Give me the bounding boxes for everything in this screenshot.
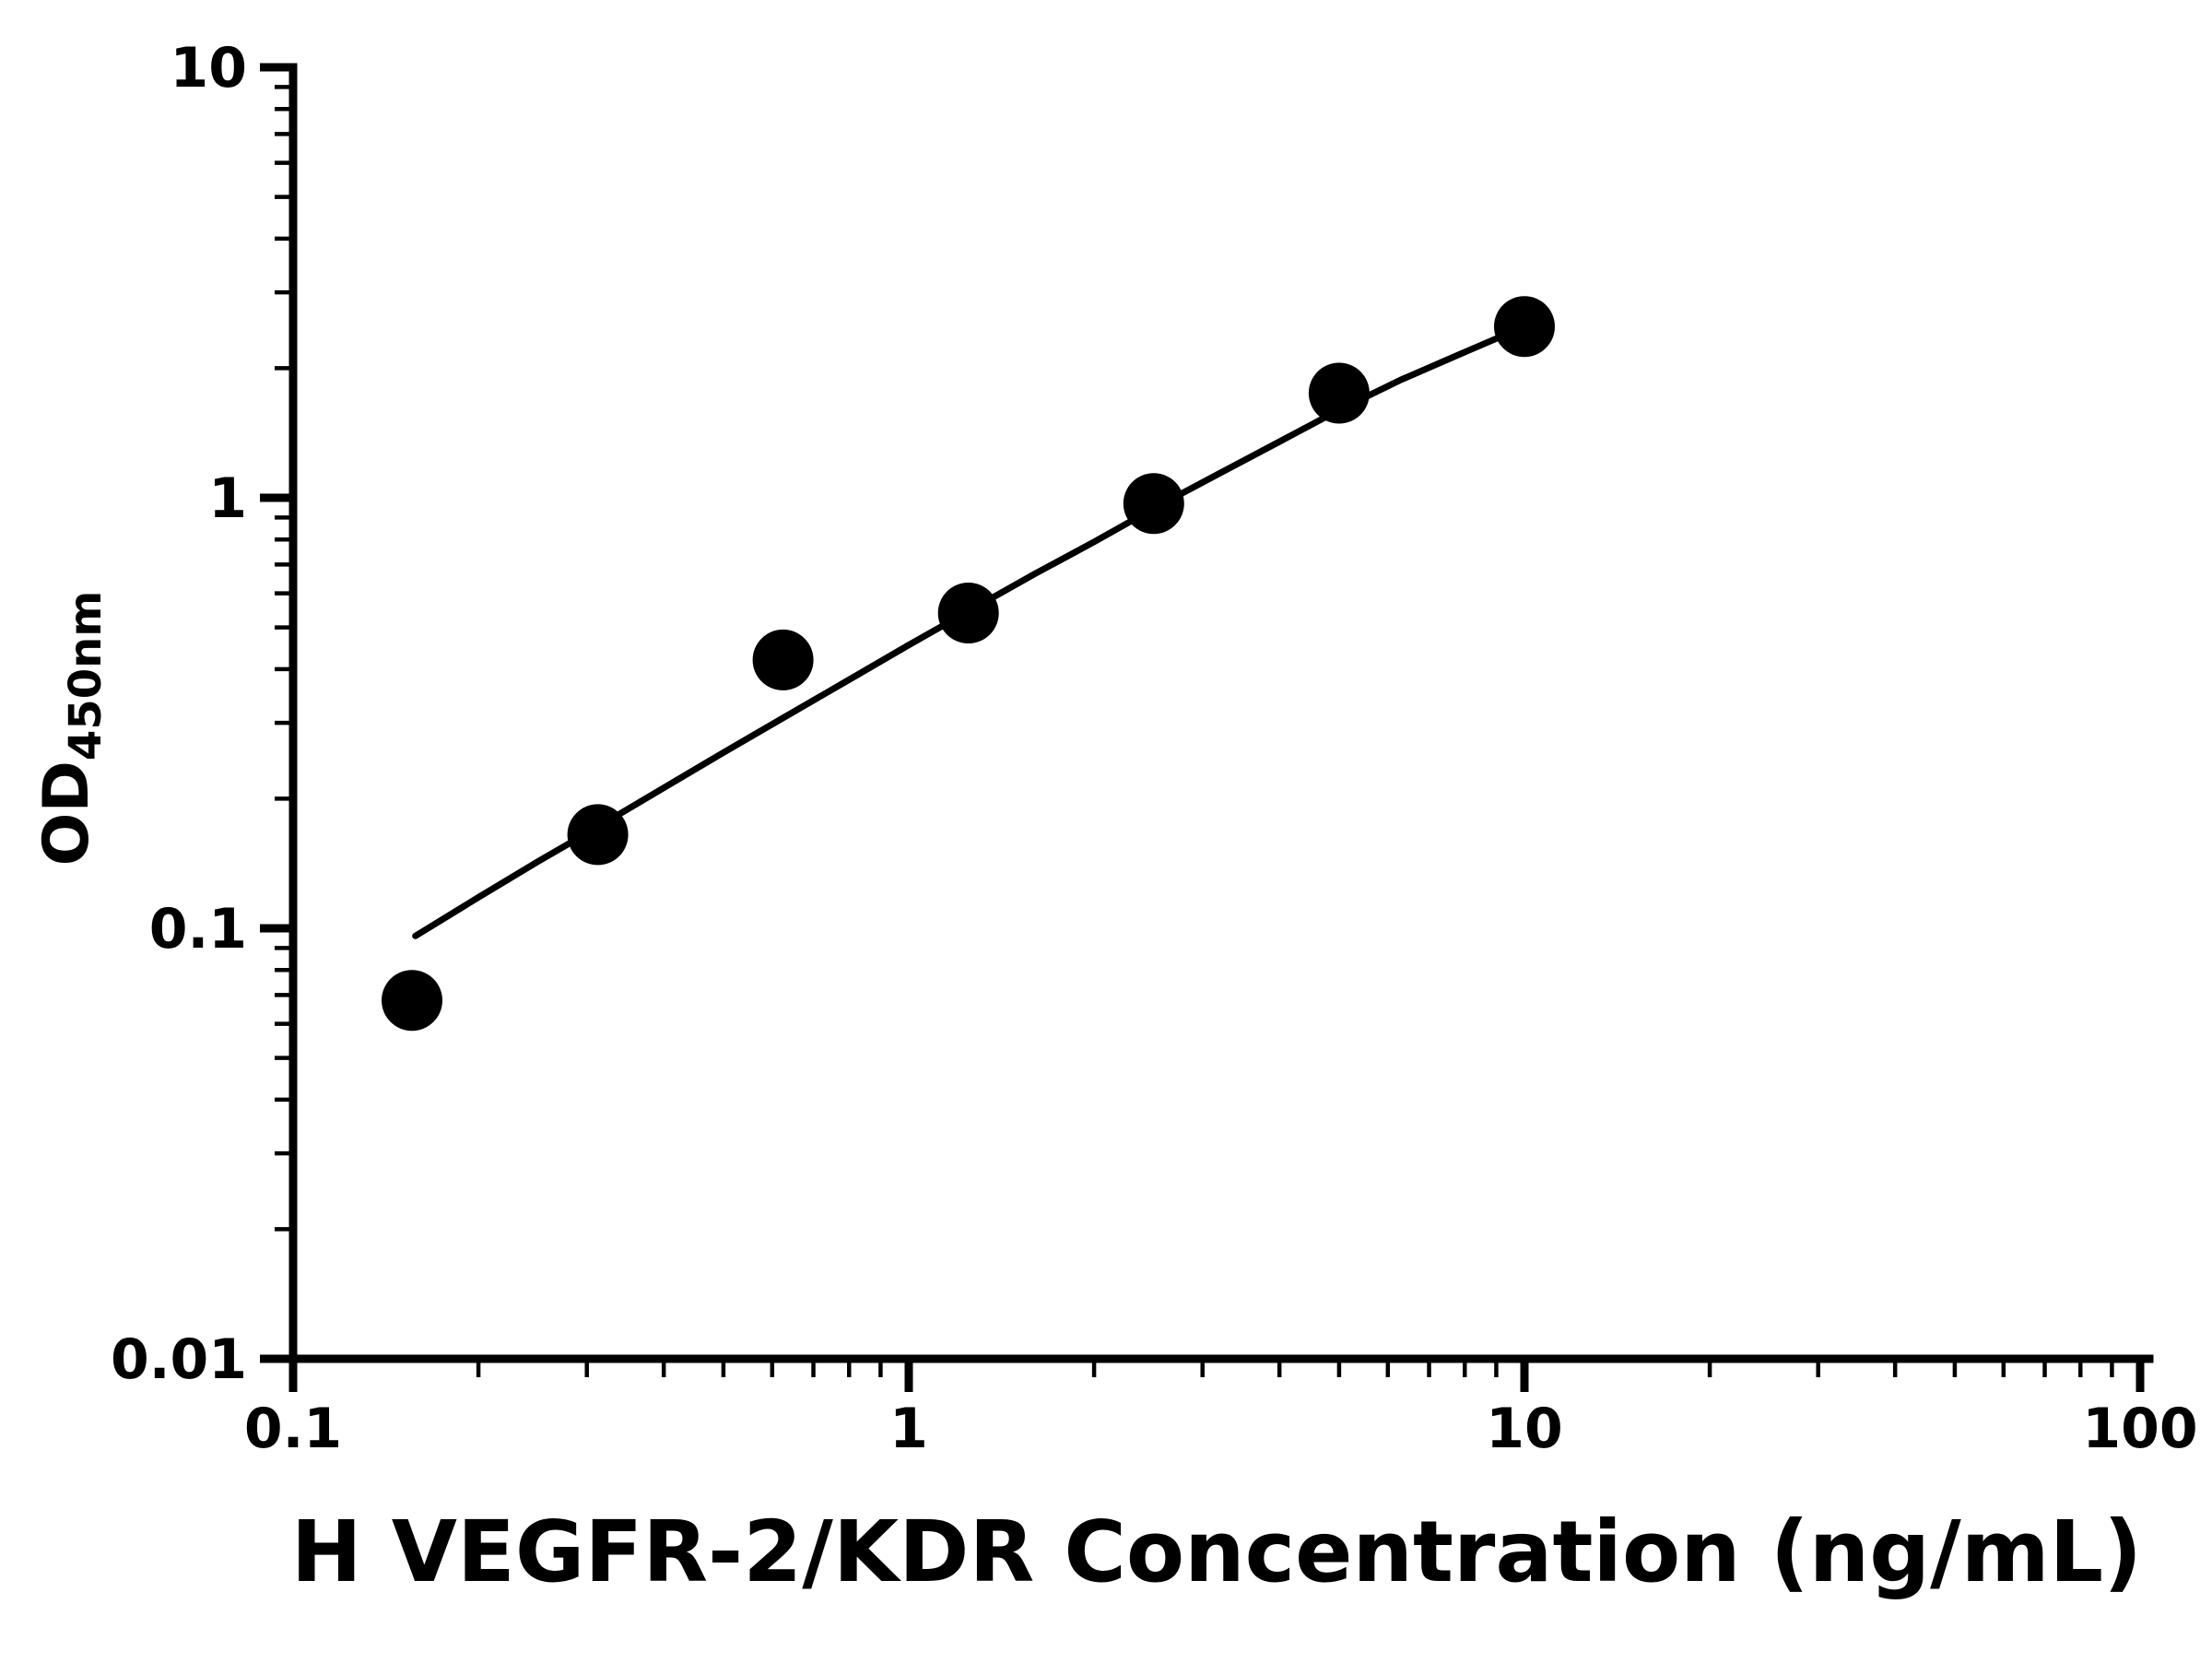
data-point bbox=[382, 970, 442, 1032]
x-tick-label: 0.1 bbox=[244, 1397, 342, 1461]
x-tick-label: 10 bbox=[1486, 1397, 1563, 1461]
data-point bbox=[1123, 473, 1184, 535]
y-axis-title-subscript: 450nm bbox=[60, 591, 112, 761]
y-tick-label: 10 bbox=[171, 36, 248, 100]
data-point bbox=[1308, 362, 1370, 424]
data-point bbox=[937, 583, 999, 643]
data-point bbox=[1494, 296, 1555, 358]
x-tick-label: 1 bbox=[889, 1397, 928, 1461]
y-tick-label: 1 bbox=[208, 466, 247, 531]
y-axis-title-main: OD bbox=[30, 761, 103, 866]
y-tick-label: 0.01 bbox=[111, 1327, 247, 1392]
x-tick-label: 100 bbox=[2082, 1397, 2197, 1461]
y-axis-title: OD450nm bbox=[30, 591, 112, 867]
y-tick-label: 0.1 bbox=[149, 897, 247, 961]
x-axis-title: H VEGFR-2/KDR Concentration (ng/mL) bbox=[291, 1503, 2142, 1601]
data-point bbox=[567, 804, 629, 866]
data-point bbox=[752, 629, 814, 690]
